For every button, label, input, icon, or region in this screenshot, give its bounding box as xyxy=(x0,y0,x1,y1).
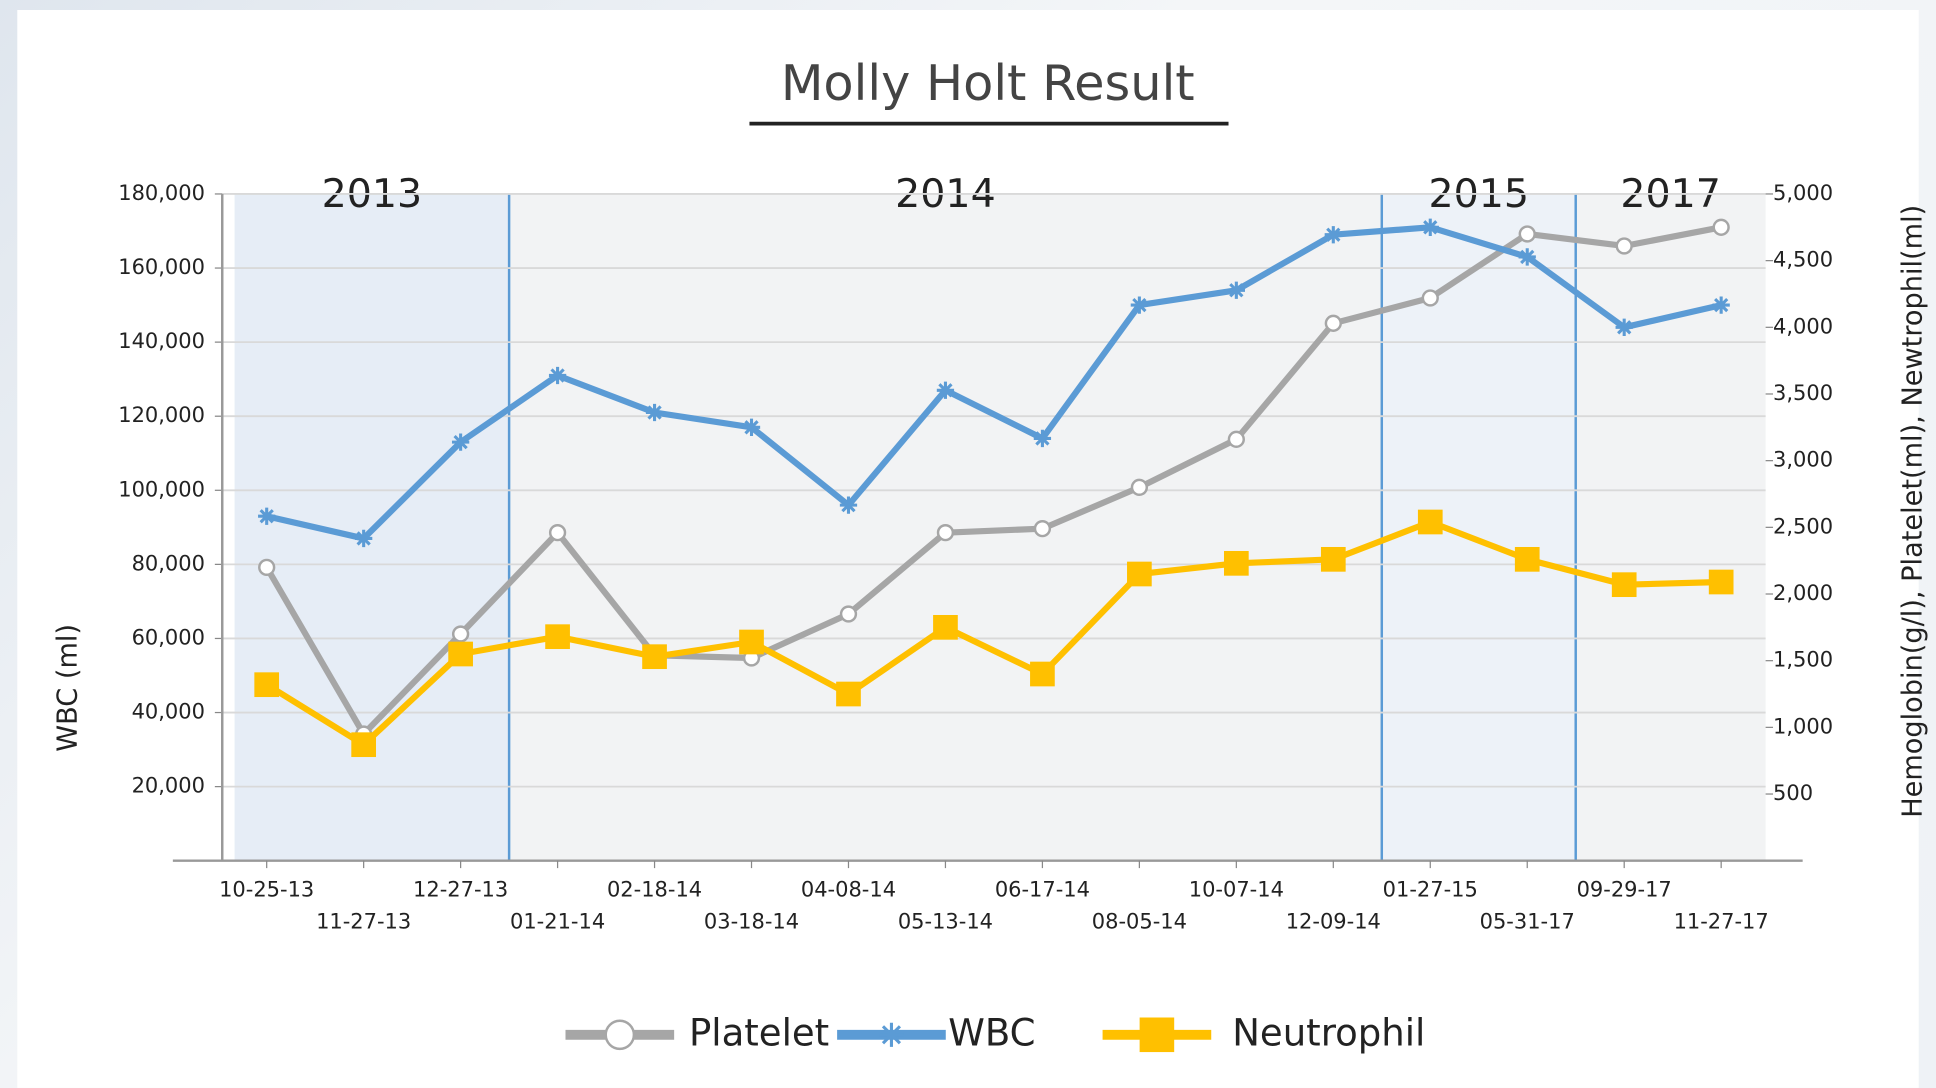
point xyxy=(1030,661,1055,687)
x-tick-label: 10-07-14 xyxy=(1189,877,1284,901)
y-tick-label: 20,000 xyxy=(132,774,205,798)
y2-tick-label: 2,000 xyxy=(1773,581,1833,605)
point xyxy=(1223,550,1249,576)
point xyxy=(254,672,280,698)
point xyxy=(1127,561,1152,587)
point xyxy=(739,629,764,655)
x-tick-label: 06-17-14 xyxy=(995,877,1090,901)
legend-marker xyxy=(879,1022,904,1047)
x-tick-label: 10-25-13 xyxy=(219,877,314,901)
y2-tick-label: 3,500 xyxy=(1773,381,1833,405)
point xyxy=(1615,318,1633,336)
y-tick-label: 180,000 xyxy=(118,181,205,205)
y-tick-label: 40,000 xyxy=(132,700,205,724)
point xyxy=(839,605,858,623)
x-tick-label: 01-27-15 xyxy=(1383,877,1478,901)
point xyxy=(258,507,276,525)
legend-label: Neutrophil xyxy=(1232,1011,1425,1054)
x-tick-label: 02-18-14 xyxy=(607,877,702,901)
point xyxy=(1130,478,1149,496)
series-line xyxy=(266,224,1722,542)
y2-axis-label: Hemoglobin(g/l), Platelet(ml), Newtrophi… xyxy=(1897,205,1928,818)
point xyxy=(1130,296,1149,314)
point xyxy=(548,524,567,542)
y2-tick-label: 1,500 xyxy=(1773,648,1833,672)
point xyxy=(839,496,858,514)
y-axis-label: WBC (ml) xyxy=(53,624,84,752)
legend-label: WBC xyxy=(948,1011,1035,1054)
y-tick-label: 160,000 xyxy=(118,255,205,279)
x-tick-label: 03-18-14 xyxy=(704,909,799,933)
x-tick-label: 05-31-17 xyxy=(1480,909,1575,933)
point xyxy=(448,641,473,667)
point xyxy=(451,625,470,643)
point xyxy=(451,433,470,451)
legend-label: Platelet xyxy=(689,1011,829,1054)
point xyxy=(1611,572,1637,598)
y-tick-label: 100,000 xyxy=(118,477,205,501)
point xyxy=(642,644,667,670)
point xyxy=(545,624,570,650)
point xyxy=(1615,237,1633,255)
point xyxy=(1518,225,1536,243)
point xyxy=(1712,296,1730,314)
chart-title: Molly Holt Result xyxy=(781,54,1195,112)
y-tick-label: 140,000 xyxy=(118,329,205,353)
y2-tick-label: 1,000 xyxy=(1773,714,1833,738)
point xyxy=(1514,546,1540,572)
x-tick-label: 11-27-17 xyxy=(1674,909,1769,933)
x-tick-label: 12-27-13 xyxy=(413,877,508,901)
point xyxy=(1227,430,1245,448)
point xyxy=(1324,314,1342,332)
point xyxy=(258,558,276,576)
y-tick-label: 60,000 xyxy=(132,625,205,649)
y2-tick-label: 4,000 xyxy=(1773,314,1833,338)
x-tick-label: 12-09-14 xyxy=(1286,909,1381,933)
point xyxy=(1417,509,1443,535)
point xyxy=(936,381,955,399)
y2-tick-label: 2,500 xyxy=(1773,514,1833,538)
y2-tick-label: 3,000 xyxy=(1773,448,1833,472)
y-tick-label: 80,000 xyxy=(132,551,205,575)
x-tick-label: 04-08-14 xyxy=(801,877,896,901)
point xyxy=(355,529,373,548)
point xyxy=(1324,226,1342,244)
legend-marker xyxy=(1139,1017,1175,1053)
y2-tick-label: 500 xyxy=(1773,781,1813,805)
x-tick-label: 08-05-14 xyxy=(1092,909,1187,933)
y2-tick-label: 4,500 xyxy=(1773,248,1833,272)
x-tick-label: 01-21-14 xyxy=(510,909,605,933)
series-line xyxy=(264,224,1722,738)
point xyxy=(1227,281,1245,299)
point xyxy=(836,681,861,707)
x-tick-label: 05-13-14 xyxy=(898,909,993,933)
point xyxy=(1712,218,1730,236)
point xyxy=(1518,248,1536,266)
x-tick-label: 09-29-17 xyxy=(1577,877,1672,901)
point xyxy=(742,418,761,436)
point xyxy=(1320,546,1346,572)
point xyxy=(936,524,955,542)
point xyxy=(645,403,664,422)
point xyxy=(351,732,377,758)
x-tick-label: 11-27-13 xyxy=(316,909,411,933)
y2-tick-label: 5,000 xyxy=(1773,181,1833,205)
period-band xyxy=(1575,193,1766,861)
point xyxy=(1708,569,1734,595)
series-line xyxy=(265,518,1722,748)
point xyxy=(1421,218,1439,236)
y-tick-label: 120,000 xyxy=(118,403,205,427)
point xyxy=(1033,520,1052,538)
point xyxy=(548,366,567,385)
legend-marker xyxy=(604,1019,636,1051)
point xyxy=(1421,289,1439,307)
point xyxy=(1033,429,1052,448)
point xyxy=(933,614,958,640)
